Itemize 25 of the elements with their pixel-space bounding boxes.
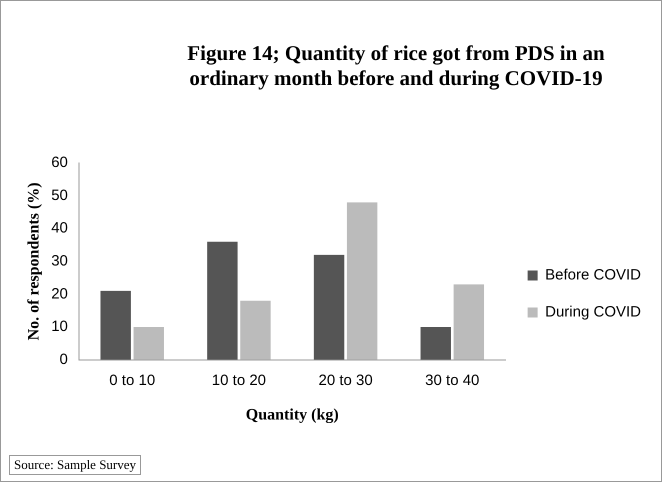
bar <box>134 327 164 360</box>
bar <box>454 284 484 360</box>
x-tick-label: 0 to 10 <box>109 372 156 389</box>
y-tick-label: 20 <box>51 285 68 302</box>
bar <box>314 254 344 360</box>
y-tick-label: 10 <box>51 318 68 336</box>
y-tick-label: 40 <box>51 220 68 237</box>
x-tick-label: 20 to 30 <box>318 372 373 389</box>
bar <box>100 290 131 360</box>
y-axis-title: No. of respondents (%) <box>26 182 43 340</box>
source-note: Source: Sample Survey <box>9 455 142 475</box>
chart-title: Figure 14; Quantity of rice got from PDS in an ordinary month before and during COVID-19 <box>186 41 606 92</box>
y-tick-label: 50 <box>51 186 68 204</box>
bar <box>207 242 238 360</box>
x-tick-label: 10 to 20 <box>212 372 266 389</box>
bar <box>420 327 451 360</box>
y-tick-label: 0 <box>60 350 68 368</box>
bar <box>346 202 378 360</box>
bar <box>240 300 271 360</box>
x-axis-title: Quantity (kg) <box>246 406 339 424</box>
y-tick-label: 60 <box>51 154 68 172</box>
y-tick-label: 30 <box>51 252 68 270</box>
legend-label: Before COVID <box>545 266 642 284</box>
x-tick-label: 30 to 40 <box>425 372 480 389</box>
legend-label: During COVID <box>545 304 642 321</box>
